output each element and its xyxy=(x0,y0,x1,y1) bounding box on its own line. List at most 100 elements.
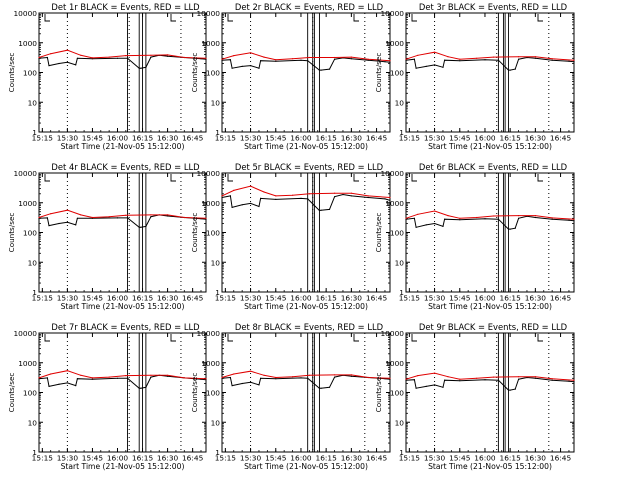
y-tick-label: 1000 xyxy=(385,359,404,368)
data-point xyxy=(573,379,575,381)
data-point xyxy=(140,67,142,69)
data-point xyxy=(300,59,302,61)
data-point xyxy=(568,380,570,382)
series-line xyxy=(221,193,391,212)
x-tick-label: 16:30 xyxy=(341,294,363,303)
x-tick-label: 15:30 xyxy=(240,454,262,463)
data-point xyxy=(384,198,386,200)
data-point xyxy=(518,217,520,219)
series-lld xyxy=(221,52,391,62)
y-tick-label: 10 xyxy=(395,98,405,107)
data-point xyxy=(205,378,207,380)
x-tick-label: 15:45 xyxy=(82,294,104,303)
x-tick-label: 15:45 xyxy=(265,454,287,463)
data-point xyxy=(221,376,223,379)
x-tick-label: 15:45 xyxy=(449,134,471,143)
data-point xyxy=(389,61,391,63)
plot-frame xyxy=(405,172,575,293)
data-point xyxy=(425,65,427,67)
x-tick-label: 15:15 xyxy=(32,454,54,463)
data-point xyxy=(434,51,436,53)
x-tick-label: 15:45 xyxy=(265,134,287,143)
y-axis-label: Counts/sec xyxy=(190,373,199,413)
x-tick-label: 16:15 xyxy=(500,294,522,303)
data-point xyxy=(350,192,352,194)
x-tick-label: 15:30 xyxy=(57,134,79,143)
data-point xyxy=(38,216,40,219)
data-point xyxy=(233,373,235,375)
data-point xyxy=(434,222,436,225)
chart-title: Det 6r BLACK = Events, RED = LLD xyxy=(419,162,567,172)
x-tick-label: 15:15 xyxy=(399,134,421,143)
data-point xyxy=(534,56,537,58)
data-point xyxy=(389,199,391,201)
data-point xyxy=(307,60,309,62)
y-tick-label: 10 xyxy=(211,258,221,267)
data-point xyxy=(509,389,511,391)
data-point xyxy=(126,377,129,379)
series-events xyxy=(405,376,575,391)
bracket-mark xyxy=(353,14,359,22)
data-point xyxy=(514,388,516,390)
bracket-mark xyxy=(411,174,417,182)
y-tick-label: 1 xyxy=(32,288,37,297)
y-tick-label: 10000 xyxy=(380,9,404,18)
data-point xyxy=(145,386,147,388)
data-point xyxy=(497,218,499,220)
data-gap xyxy=(504,332,509,453)
data-point xyxy=(241,204,243,206)
data-point xyxy=(444,379,446,381)
x-tick-label: 16:45 xyxy=(366,294,388,303)
data-point xyxy=(183,377,185,379)
data-point xyxy=(125,55,127,57)
series-events xyxy=(221,193,391,212)
bracket-mark xyxy=(537,174,543,182)
data-gap xyxy=(497,12,504,133)
y-tick-label: 10 xyxy=(211,418,221,427)
data-point xyxy=(275,198,277,200)
data-point xyxy=(384,61,386,63)
data-point xyxy=(442,66,444,68)
data-point xyxy=(50,373,52,375)
x-tick-label: 16:45 xyxy=(182,294,204,303)
data-point xyxy=(573,61,575,63)
data-point xyxy=(405,59,407,61)
data-point xyxy=(263,191,265,193)
data-point xyxy=(367,59,369,61)
panel-det-4r: Det 4r BLACK = Events, RED = LLD 1 10 100 10… xyxy=(7,162,207,311)
data-point xyxy=(573,220,575,222)
data-point xyxy=(231,206,233,208)
y-tick-label: 1000 xyxy=(18,199,37,208)
bracket-mark xyxy=(44,334,50,342)
data-point xyxy=(125,375,127,377)
chart-title: Det 2r BLACK = Events, RED = LLD xyxy=(235,2,383,12)
y-tick-label: 100 xyxy=(390,229,404,238)
bracket-mark xyxy=(353,334,359,342)
y-axis-label: Counts/sec xyxy=(190,53,199,93)
data-point xyxy=(444,218,446,220)
chart-title: Det 3r BLACK = Events, RED = LLD xyxy=(419,2,567,12)
series-line xyxy=(221,57,391,71)
data-point xyxy=(260,377,262,379)
series-lld xyxy=(38,370,207,380)
series-events xyxy=(405,215,575,230)
x-axis-label: Start Time (21-Nov-05 15:12:00) xyxy=(428,302,552,311)
x-tick-label: 16:15 xyxy=(500,134,522,143)
data-point xyxy=(518,378,520,380)
data-point xyxy=(75,385,77,387)
y-tick-label: 10000 xyxy=(196,169,220,178)
data-point xyxy=(150,216,152,218)
panel-det-9r: Det 9r BLACK = Events, RED = LLD 1 10 100 10… xyxy=(374,322,575,471)
x-tick-label: 15:45 xyxy=(449,454,471,463)
panel-det-8r: Det 8r BLACK = Events, RED = LLD 1 10 100 10… xyxy=(190,322,391,471)
series-lld xyxy=(405,51,575,61)
y-tick-label: 10000 xyxy=(13,169,37,178)
chart-title: Det 8r BLACK = Events, RED = LLD xyxy=(235,322,383,332)
data-point xyxy=(76,378,78,380)
plot-frame xyxy=(221,12,391,133)
chart-title: Det 5r BLACK = Events, RED = LLD xyxy=(235,162,383,172)
data-point xyxy=(334,192,336,194)
y-tick-label: 1 xyxy=(215,128,220,137)
data-point xyxy=(509,69,511,71)
data-point xyxy=(459,217,461,219)
